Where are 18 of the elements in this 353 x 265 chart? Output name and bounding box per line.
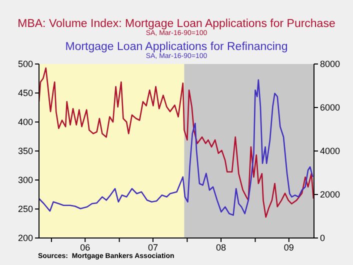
y-tick-label: 200 bbox=[18, 233, 33, 244]
y2-tick-label: 6000 bbox=[320, 102, 340, 113]
y2-tick-label: 0 bbox=[320, 233, 326, 244]
text: Mortgage Loan Applications for Refinancing bbox=[64, 41, 289, 53]
y-tick-label: 300 bbox=[18, 175, 33, 186]
y-tick-label: 400 bbox=[18, 117, 33, 128]
y2-tick-label: 8000 bbox=[320, 59, 340, 70]
y-tick-label: 250 bbox=[18, 204, 33, 214]
x-tick-label: 06 bbox=[80, 242, 90, 252]
y2-tick-label: 2000 bbox=[320, 190, 340, 200]
x-tick-label: 09 bbox=[284, 242, 294, 252]
y-tick-label: 500 bbox=[18, 59, 33, 70]
text: MBA: Volume Index: Mortgage Loan Applications for Purchase bbox=[16, 18, 336, 30]
y2-tick-label: 4000 bbox=[320, 146, 340, 156]
x-tick-label: 08 bbox=[216, 242, 226, 252]
x-tick-label: 07 bbox=[148, 242, 158, 252]
y-tick-label: 450 bbox=[18, 88, 33, 98]
y-tick-label: 350 bbox=[18, 146, 33, 156]
